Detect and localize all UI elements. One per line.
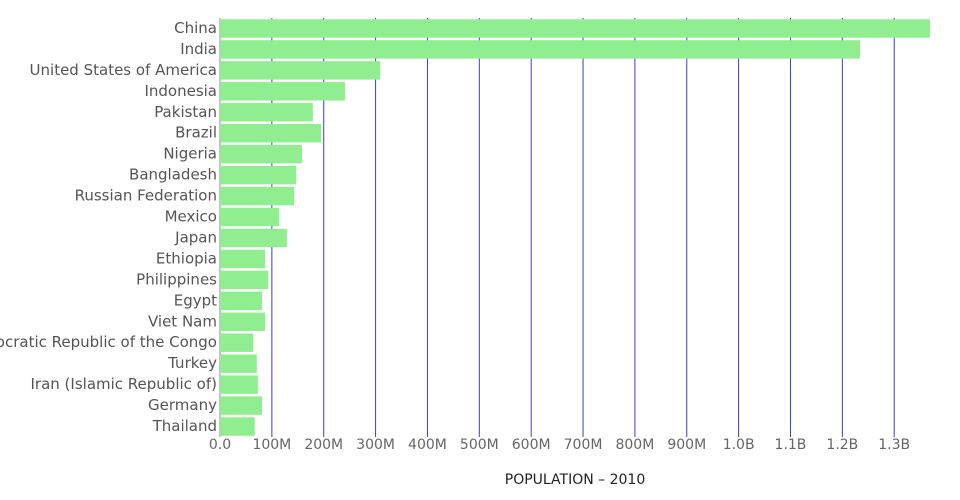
- y-tick-label: Japan: [174, 228, 217, 246]
- x-tick-label: 300M: [356, 437, 395, 453]
- y-tick-label: Ethiopia: [156, 249, 217, 267]
- y-tick-label: Indonesia: [144, 82, 217, 100]
- y-tick-label: Germany: [148, 396, 217, 414]
- y-tick-label: Brazil: [175, 124, 217, 142]
- bar: [220, 396, 263, 415]
- y-tick-label: Philippines: [136, 270, 217, 288]
- bar: [220, 228, 287, 248]
- y-tick-label: Thailand: [152, 417, 217, 435]
- bar: [220, 144, 302, 164]
- x-tick-label: 400M: [408, 437, 447, 453]
- y-tick-label: Iran (Islamic Republic of): [31, 375, 218, 393]
- bar: [220, 61, 381, 80]
- x-tick-label: 1.1B: [775, 437, 807, 453]
- bar: [220, 165, 297, 185]
- x-tick-label: 0.0: [209, 437, 231, 453]
- x-axis-label: POPULATION – 2010: [505, 472, 645, 488]
- y-tick-label: Pakistan: [154, 103, 217, 121]
- bar: [220, 354, 257, 373]
- y-tick-label: Mexico: [165, 208, 217, 226]
- y-tick-label: Viet Nam: [148, 312, 217, 330]
- x-tick-label: 200M: [304, 437, 343, 453]
- bar: [220, 124, 322, 143]
- bar: [220, 375, 258, 394]
- x-tick-label: 500M: [460, 437, 499, 453]
- y-tick-label: Democratic Republic of the Congo: [0, 333, 217, 351]
- bar: [220, 40, 860, 59]
- bar: [220, 417, 255, 436]
- y-tick-label: Turkey: [167, 354, 217, 372]
- y-tick-label: United States of America: [30, 61, 217, 79]
- x-tick-label: 1.0B: [723, 437, 755, 453]
- bar: [220, 333, 254, 352]
- bar: [220, 19, 930, 38]
- y-tick-label: Bangladesh: [129, 166, 217, 184]
- y-tick-label: China: [174, 19, 217, 37]
- y-tick-label: Russian Federation: [75, 187, 217, 205]
- x-tick-label: 800M: [615, 437, 654, 453]
- bar: [220, 291, 263, 311]
- bar: [220, 207, 280, 227]
- bar: [220, 186, 295, 206]
- y-tick-label: Nigeria: [163, 145, 217, 163]
- bar: [220, 82, 345, 101]
- bar: [220, 312, 266, 331]
- x-tick-label: 1.3B: [878, 437, 910, 453]
- y-tick-label: India: [180, 40, 217, 58]
- x-tick-label: 700M: [564, 437, 603, 453]
- x-tick-label: 100M: [252, 437, 291, 453]
- x-tick-label: 1.2B: [826, 437, 858, 453]
- bar: [220, 249, 266, 269]
- bar: [220, 103, 313, 122]
- x-tick-label: 900M: [667, 437, 706, 453]
- x-tick-label: 600M: [512, 437, 551, 453]
- bar: [220, 270, 269, 290]
- y-tick-label: Egypt: [174, 291, 217, 309]
